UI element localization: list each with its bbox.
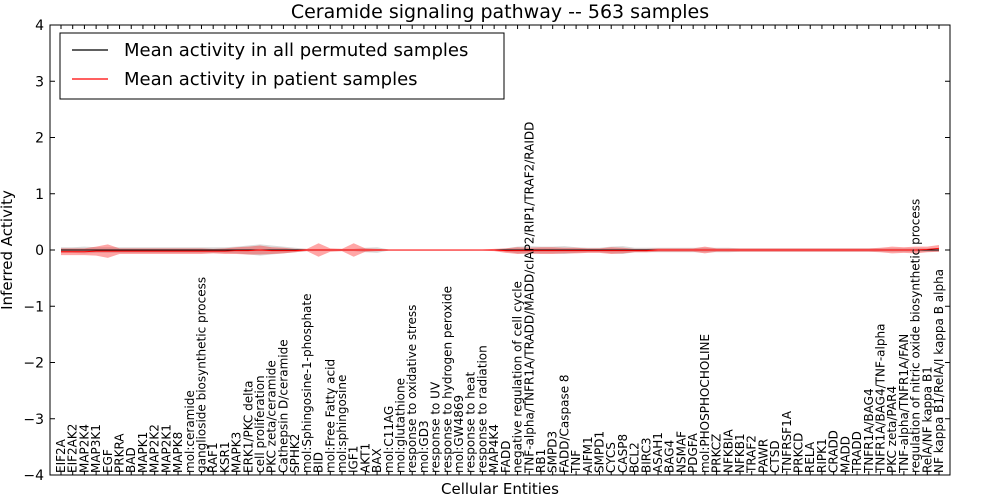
x-tick-label: ganglioside biosynthetic process	[194, 277, 208, 473]
x-tick-label: EIF2AK2	[66, 424, 80, 473]
x-tick-label: NFKBIA	[721, 428, 735, 473]
x-tick-label: TNF-alpha/TNFR1A/TRADD/MADD/cIAP2/RIP1/T…	[522, 122, 536, 474]
x-tick-label: Cathepsin D/ceramide	[276, 339, 290, 473]
x-tick-label: SMPD1	[593, 431, 607, 473]
x-tick-label: mol:ceramide	[183, 390, 197, 473]
x-tick-label: PAWR	[756, 439, 770, 473]
y-tick-label: −3	[23, 412, 44, 428]
x-tick-label: mol:GW4869	[452, 395, 466, 473]
x-tick-label: FADD	[499, 441, 513, 474]
x-tick-label: NSMAF	[674, 431, 688, 473]
x-tick-label: CASP8	[616, 434, 630, 473]
y-tick-label: −4	[23, 468, 44, 484]
x-tick-label: BAD	[124, 447, 138, 473]
x-tick-label: CTSD	[768, 440, 782, 473]
x-tick-label: TRADD	[850, 431, 864, 474]
y-tick-label: 2	[35, 131, 44, 147]
x-tick-label: EIF2A	[54, 438, 68, 473]
x-tick-label: PRKCD	[792, 433, 806, 473]
x-tick-label: IGF1	[347, 446, 361, 473]
x-tick-label: PRKRA	[113, 433, 127, 473]
x-tick-label: RIPK1	[815, 438, 829, 473]
x-tick-label: response to radiation	[475, 345, 489, 473]
x-tick-label: PDGFA	[686, 432, 700, 473]
x-tick-label: CRADD	[827, 430, 841, 473]
x-tick-label: PRKCZ	[710, 434, 724, 473]
x-tick-label: PKC zeta/ceramide	[265, 360, 279, 473]
x-tick-label: mol:PHOSPHOCHOLINE	[698, 334, 712, 473]
legend-entry-label: Mean activity in all permuted samples	[124, 40, 468, 61]
x-tick-label: AIFM1	[581, 436, 595, 473]
x-tick-label: RELA	[803, 441, 817, 473]
x-tick-label: SMPD3	[546, 431, 560, 473]
x-tick-label: ERK1/PKC delta	[241, 380, 255, 473]
x-tick-label: TNF	[569, 450, 583, 474]
x-axis-label: Cellular Entities	[441, 480, 559, 498]
x-tick-label: MAP2K1	[159, 424, 173, 473]
x-tick-label: cell proliferation	[253, 375, 267, 473]
x-tick-label: MAP3K1	[89, 424, 103, 473]
x-tick-label: BAG4	[663, 440, 677, 473]
x-tick-label: FADD/Caspase 8	[557, 374, 571, 473]
x-tick-label: KSR1	[218, 442, 232, 473]
y-tick-label: 0	[35, 243, 44, 259]
x-tick-label: MAP2K4	[77, 424, 91, 473]
x-tick-label: MAP2K2	[148, 424, 162, 473]
x-tick-label: NFKB1	[733, 433, 747, 473]
series-line-1	[61, 247, 940, 253]
x-tick-label: RelA/NF kappa B1	[920, 366, 934, 473]
chart-title: Ceramide signaling pathway -- 563 sample…	[291, 1, 709, 23]
x-tick-label: NF kappa B1/RelA/I kappa B alpha	[932, 269, 946, 473]
x-tick-label: ASAH1	[651, 432, 665, 473]
x-tick-label: mol:Free Fatty acid	[323, 359, 337, 473]
x-tick-label: AKT1	[358, 443, 372, 473]
x-tick-label: regulation of nitric oxide biosynthetic …	[909, 199, 923, 473]
x-tick-label: PKC zeta/PAR4	[885, 386, 899, 473]
x-tick-label: mol:glutathione	[393, 378, 407, 473]
x-tick-label: MAPK8	[171, 432, 185, 473]
y-tick-label: 4	[35, 18, 44, 34]
x-tick-label: response to hydrogen peroxide	[440, 286, 454, 473]
x-tick-label: TNFRSF1A	[780, 410, 794, 474]
y-tick-label: 3	[35, 74, 44, 90]
x-tick-label: TNFR1A/BAG4	[862, 388, 876, 474]
x-tick-label: SPHK2	[288, 434, 302, 473]
x-tick-label: response to UV	[429, 381, 443, 473]
x-tick-label: BID	[312, 452, 326, 473]
y-tick-label: −2	[23, 356, 44, 372]
legend-box	[59, 32, 505, 100]
y-tick-label: 1	[35, 187, 44, 203]
x-tick-label: BIRC3	[639, 437, 653, 473]
x-tick-label: BCL2	[628, 442, 642, 473]
y-tick-label: −1	[23, 299, 44, 315]
x-tick-label: EGF	[101, 449, 115, 473]
x-tick-label: BAX	[370, 448, 384, 473]
x-tick-label: TRAF2	[745, 435, 759, 474]
x-tick-label: mol:sphingosine	[335, 375, 349, 473]
x-tick-label: RB1	[534, 449, 548, 473]
x-tick-label: MADD	[838, 436, 852, 473]
x-tick-label: TNFR1A/BAG4/TNF-alpha	[873, 324, 887, 474]
x-tick-label: MAP4K4	[487, 424, 501, 473]
x-tick-label: response to oxidative stress	[405, 305, 419, 473]
x-tick-label: RAF1	[206, 442, 220, 473]
x-tick-label: mol:Sphingosine-1-phosphate	[300, 294, 314, 474]
x-tick-label: mol:GD3	[417, 420, 431, 473]
x-tick-label: TNF-alpha/TNFR1A/FAN	[897, 334, 911, 474]
x-tick-label: response to heat	[464, 371, 478, 473]
x-tick-label: MAPK1	[136, 432, 150, 473]
legend-entry-label: Mean activity in patient samples	[124, 69, 418, 90]
x-tick-label: MAPK3	[230, 432, 244, 473]
x-tick-label: negative regulation of cell cycle	[511, 281, 525, 473]
x-tick-label: CYCS	[604, 442, 618, 473]
x-tick-label: mol:C11AG	[382, 406, 396, 473]
y-axis-label: Inferred Activity	[0, 190, 16, 310]
